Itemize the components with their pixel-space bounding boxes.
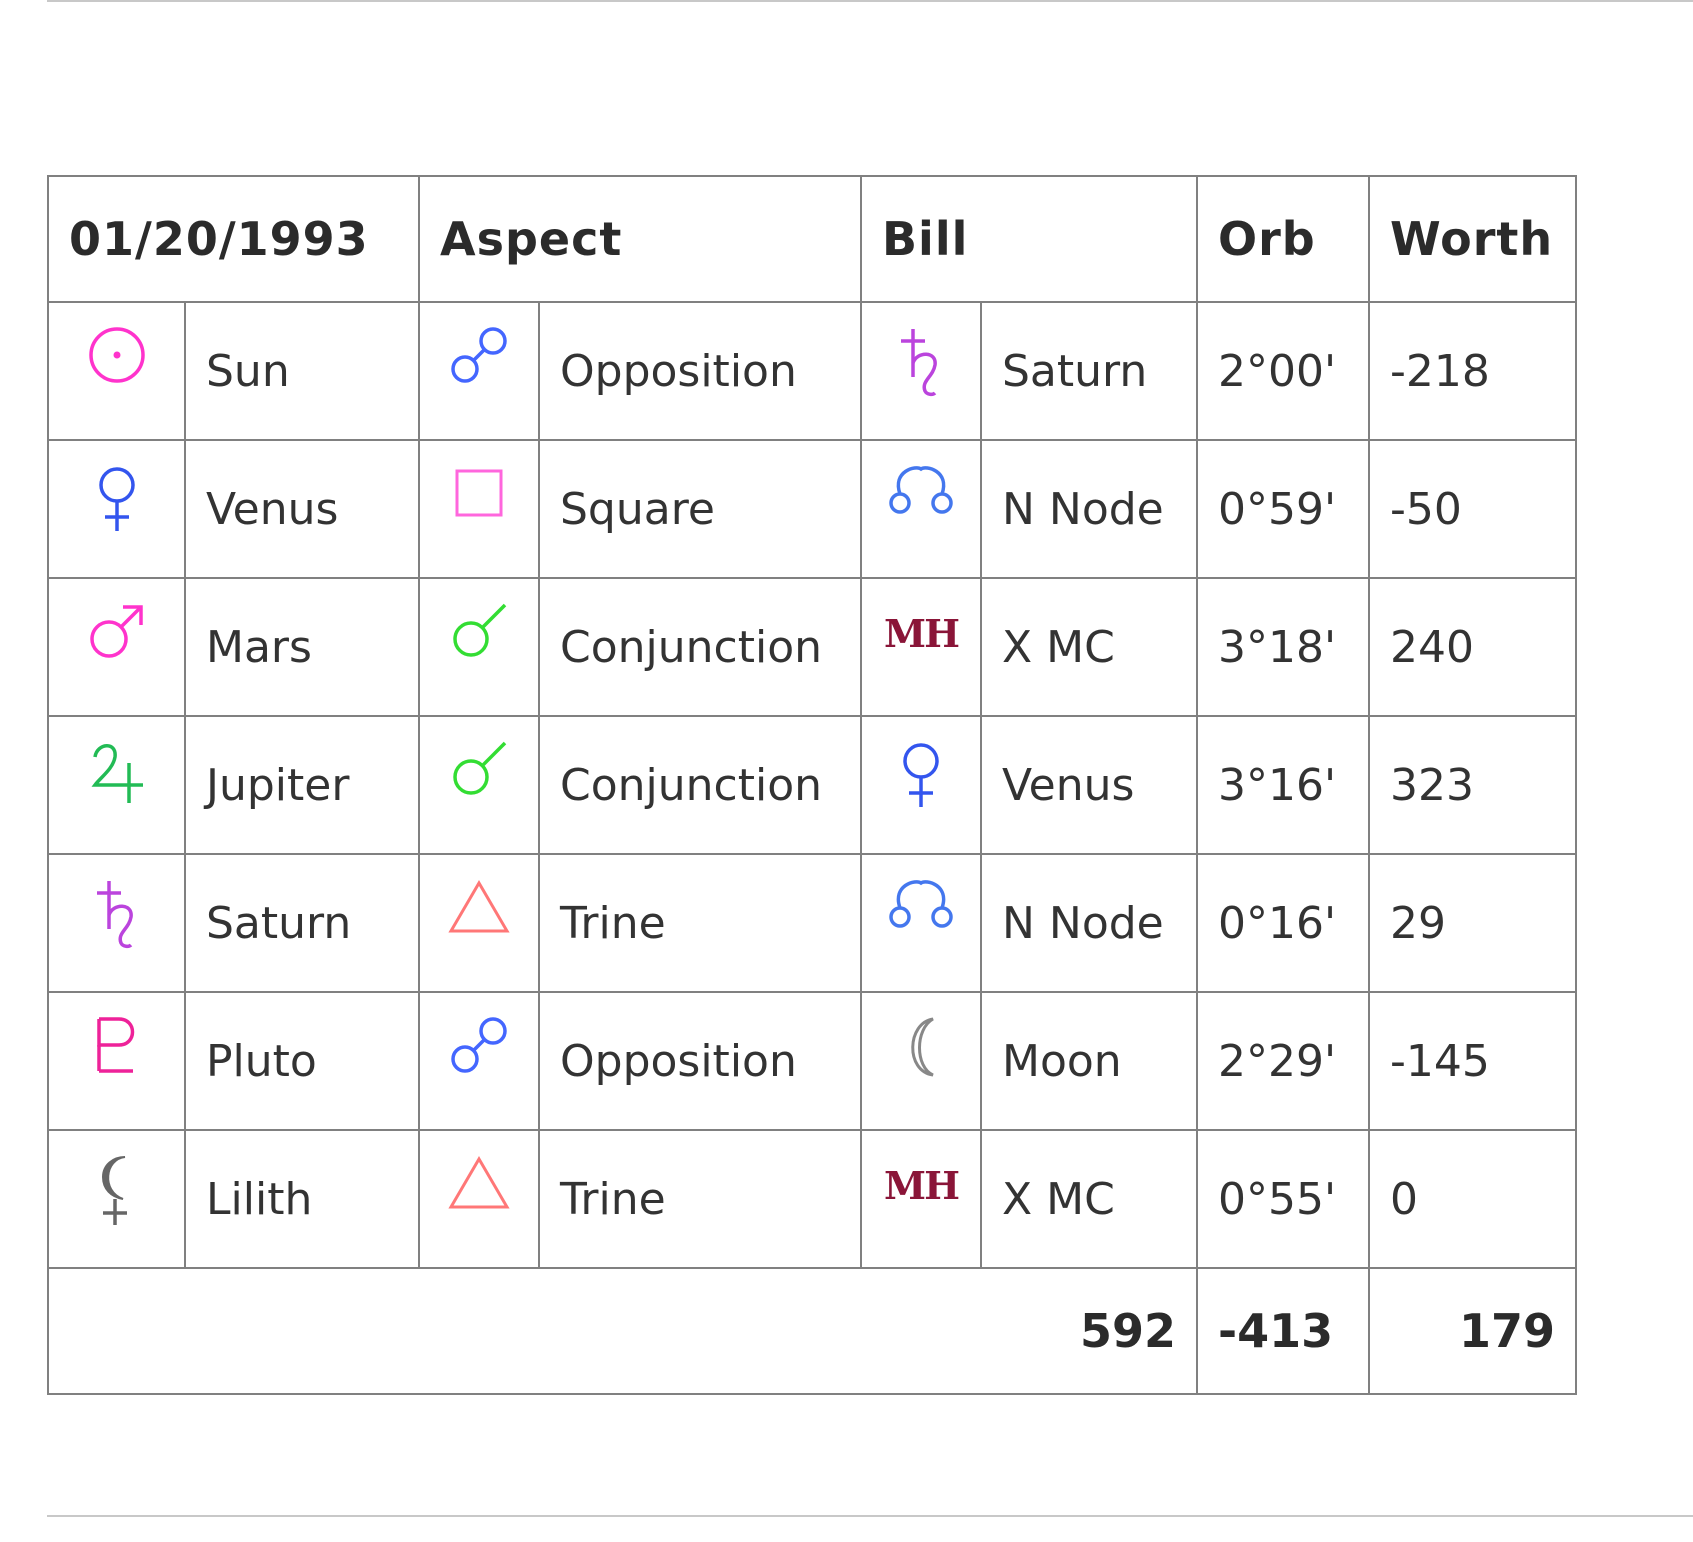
table-row: Jupiter Conjunction Venus 3°16' 323 — [47, 715, 1577, 855]
trine-icon-cell — [418, 853, 540, 993]
orb-value: 3°16' — [1196, 715, 1370, 855]
venus-icon — [50, 461, 183, 537]
sun-icon — [50, 323, 183, 387]
north-node-icon-cell — [860, 853, 982, 993]
orb-value: 0°55' — [1196, 1129, 1370, 1269]
target-name: Venus — [980, 715, 1198, 855]
square-icon-cell — [418, 439, 540, 579]
target-name: N Node — [980, 439, 1198, 579]
conjunction-icon — [421, 599, 537, 663]
worth-header: Worth — [1368, 175, 1577, 303]
opposition-icon-cell — [418, 301, 540, 441]
jupiter-icon — [50, 737, 183, 807]
aspect-table: 01/20/1993 Aspect Bill Orb Worth Sun Oppo… — [47, 175, 1577, 1395]
worth-value: -50 — [1368, 439, 1577, 579]
table-row: Saturn Trine N Node 0°16' 29 — [47, 853, 1577, 993]
person-header: Bill — [860, 175, 1198, 303]
aspect-name: Opposition — [538, 991, 862, 1131]
orb-header: Orb — [1196, 175, 1370, 303]
orb-value: 0°59' — [1196, 439, 1370, 579]
bottom-divider — [47, 1515, 1693, 1517]
sun-icon-cell — [47, 301, 186, 441]
saturn-icon-cell — [860, 301, 982, 441]
planet-name: Lilith — [184, 1129, 420, 1269]
worth-value: 323 — [1368, 715, 1577, 855]
venus-icon-cell — [860, 715, 982, 855]
worth-value: 29 — [1368, 853, 1577, 993]
orb-value: 2°00' — [1196, 301, 1370, 441]
planet-name: Jupiter — [184, 715, 420, 855]
target-name: X MC — [980, 1129, 1198, 1269]
orb-value: 0°16' — [1196, 853, 1370, 993]
target-name: N Node — [980, 853, 1198, 993]
aspect-name: Square — [538, 439, 862, 579]
orb-value: 2°29' — [1196, 991, 1370, 1131]
table-row: Pluto Opposition Moon 2°29' -145 — [47, 991, 1577, 1131]
orb-value: 3°18' — [1196, 577, 1370, 717]
table-row: Mars Conjunction MH X MC 3°18' 240 — [47, 577, 1577, 717]
aspect-name: Trine — [538, 1129, 862, 1269]
jupiter-icon-cell — [47, 715, 186, 855]
saturn-icon — [863, 323, 979, 399]
aspect-name: Conjunction — [538, 715, 862, 855]
table-row: Sun Opposition Saturn 2°00' -218 — [47, 301, 1577, 441]
midheaven-icon: MH — [884, 611, 960, 656]
worth-value: -218 — [1368, 301, 1577, 441]
pluto-icon — [50, 1013, 183, 1077]
midheaven-icon-cell: MH — [860, 577, 982, 717]
north-node-icon-cell — [860, 439, 982, 579]
planet-name: Venus — [184, 439, 420, 579]
worth-value: -145 — [1368, 991, 1577, 1131]
total-positive: 592 — [47, 1267, 1198, 1395]
trine-icon — [421, 875, 537, 939]
mars-icon — [50, 599, 183, 663]
conjunction-icon-cell — [418, 715, 540, 855]
planet-name: Saturn — [184, 853, 420, 993]
saturn-icon-cell — [47, 853, 186, 993]
opposition-icon-cell — [418, 991, 540, 1131]
planet-name: Pluto — [184, 991, 420, 1131]
aspect-name: Conjunction — [538, 577, 862, 717]
header-row: 01/20/1993 Aspect Bill Orb Worth — [47, 175, 1577, 303]
opposition-icon — [421, 1013, 537, 1077]
planet-name: Mars — [184, 577, 420, 717]
table-row: Venus Square N Node 0°59' -50 — [47, 439, 1577, 579]
venus-icon-cell — [47, 439, 186, 579]
square-icon — [421, 461, 537, 525]
aspect-name: Opposition — [538, 301, 862, 441]
total-net: 179 — [1368, 1267, 1577, 1395]
date-header: 01/20/1993 — [47, 175, 420, 303]
totals-row: 592 -413 179 — [47, 1267, 1577, 1395]
target-name: Moon — [980, 991, 1198, 1131]
north-node-icon — [863, 461, 979, 521]
north-node-icon — [863, 875, 979, 935]
lilith-icon — [50, 1151, 183, 1231]
worth-value: 240 — [1368, 577, 1577, 717]
pluto-icon-cell — [47, 991, 186, 1131]
trine-icon — [421, 1151, 537, 1215]
opposition-icon — [421, 323, 537, 387]
target-name: X MC — [980, 577, 1198, 717]
aspect-name: Trine — [538, 853, 862, 993]
venus-icon — [863, 737, 979, 813]
midheaven-icon-cell: MH — [860, 1129, 982, 1269]
total-negative: -413 — [1196, 1267, 1370, 1395]
saturn-icon — [50, 875, 183, 951]
top-divider — [47, 0, 1693, 2]
conjunction-icon-cell — [418, 577, 540, 717]
planet-name: Sun — [184, 301, 420, 441]
lilith-icon-cell — [47, 1129, 186, 1269]
moon-icon-cell — [860, 991, 982, 1131]
conjunction-icon — [421, 737, 537, 801]
midheaven-icon: MH — [884, 1163, 960, 1208]
worth-value: 0 — [1368, 1129, 1577, 1269]
aspect-header: Aspect — [418, 175, 862, 303]
mars-icon-cell — [47, 577, 186, 717]
table-row: Lilith Trine MH X MC 0°55' 0 — [47, 1129, 1577, 1269]
target-name: Saturn — [980, 301, 1198, 441]
trine-icon-cell — [418, 1129, 540, 1269]
moon-icon — [863, 1013, 979, 1083]
